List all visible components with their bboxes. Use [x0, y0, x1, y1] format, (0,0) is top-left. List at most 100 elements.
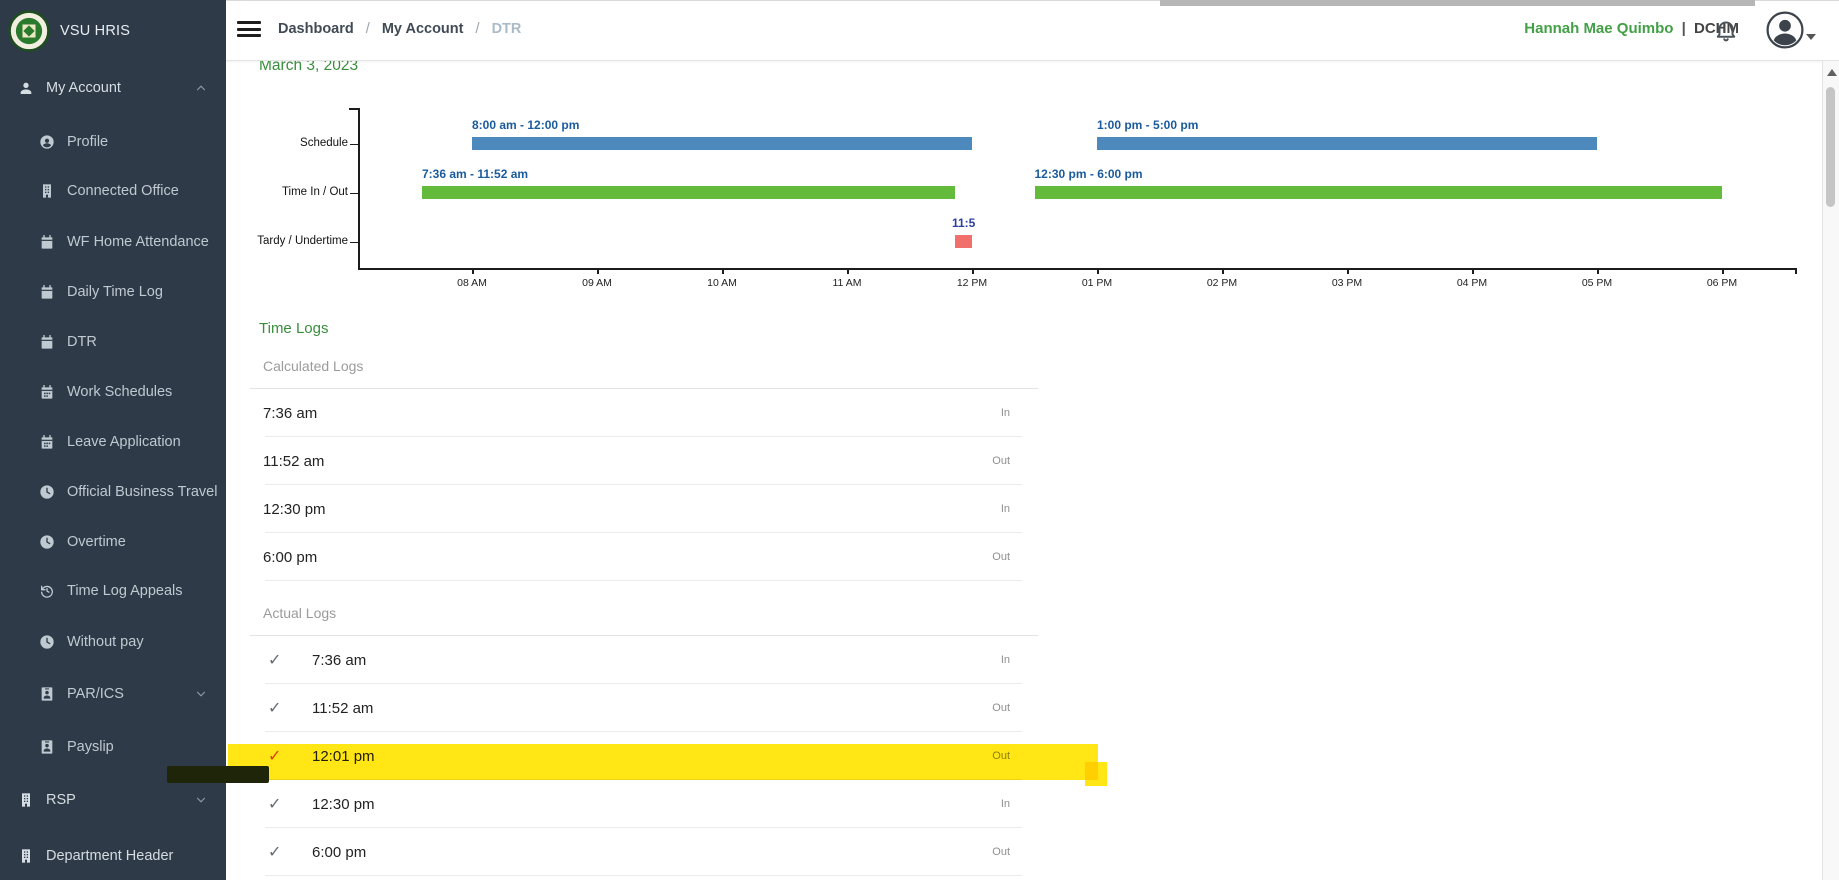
x-axis-tick — [1097, 268, 1099, 274]
clock-icon — [39, 634, 55, 650]
clock-icon — [39, 534, 55, 550]
user-separator: | — [1681, 20, 1686, 37]
vertical-scrollbar[interactable] — [1822, 61, 1839, 880]
x-axis-tick-label: 09 AM — [582, 277, 612, 289]
calculated-logs-header: Calculated Logs — [250, 350, 1038, 389]
x-axis-tick-label: 05 PM — [1581, 277, 1613, 289]
sidebar-item-leave-application[interactable]: Leave Application — [0, 422, 226, 462]
sidebar-item-profile[interactable]: Profile — [0, 122, 226, 162]
calendar-icon — [39, 334, 55, 350]
x-axis-tick — [1347, 268, 1349, 274]
hamburger-menu-icon[interactable] — [237, 21, 261, 39]
history-icon — [39, 583, 55, 599]
chart-bar — [1034, 186, 1722, 199]
x-axis-tick-label: 06 PM — [1706, 277, 1738, 289]
sidebar-item-my-account[interactable]: My Account — [0, 68, 226, 108]
sidebar-item-wf-home-attendance[interactable]: WF Home Attendance — [0, 222, 226, 262]
sidebar-item-without-pay[interactable]: Without pay — [0, 622, 226, 662]
breadcrumb-my-account[interactable]: My Account — [381, 21, 464, 37]
user-name: Hannah Mae Quimbo — [1524, 20, 1674, 37]
x-axis-tick-label: 11 AM — [832, 277, 862, 289]
sidebar-item-dtr[interactable]: DTR — [0, 322, 226, 362]
breadcrumb-separator: / — [475, 21, 480, 37]
date-title: March 3, 2023 — [259, 57, 359, 74]
x-axis-tick-label: 04 PM — [1456, 277, 1488, 289]
sidebar-item-department-header[interactable]: Department Header — [0, 836, 226, 876]
sidebar-item-time-log-appeals[interactable]: Time Log Appeals — [0, 571, 226, 611]
window-edge-artifact — [1160, 0, 1755, 6]
x-axis-end-tick — [1795, 268, 1797, 274]
sidebar-item-daily-time-log[interactable]: Daily Time Log — [0, 272, 226, 312]
x-axis-tick — [472, 268, 474, 274]
time-logs-title: Time Logs — [259, 320, 329, 337]
chart-bar-label: 7:36 am - 11:52 am — [422, 167, 529, 181]
vsu-logo-icon — [8, 10, 50, 52]
chart-bar-label: 11:5 — [951, 216, 976, 230]
actual-logs-list: Actual Logs ✓ 7:36 am In ✓ 11:52 am Out … — [250, 597, 1038, 876]
scroll-up-arrow-icon[interactable] — [1826, 69, 1837, 76]
x-axis-tick — [1472, 268, 1474, 274]
log-row: ✓ 11:52 am Out — [250, 684, 1038, 732]
person-circle-icon — [39, 134, 55, 150]
chevron-up-icon — [194, 81, 208, 95]
chart-bar — [472, 137, 972, 150]
id-badge-icon — [39, 739, 55, 755]
check-icon: ✓ — [268, 700, 282, 717]
chart-bar-label: 8:00 am - 12:00 pm — [472, 118, 580, 132]
sidebar-item-official-business-travel[interactable]: Official Business Travel — [0, 472, 226, 512]
x-axis-tick-label: 12 PM — [956, 277, 988, 289]
calendar-icon — [39, 284, 55, 300]
log-row: 11:52 am Out — [250, 437, 1038, 485]
user-info[interactable]: Hannah Mae Quimbo | DCHM — [1524, 20, 1739, 37]
log-row: 7:36 am In — [250, 389, 1038, 437]
avatar-dropdown-caret-icon[interactable] — [1806, 34, 1816, 40]
breadcrumb: Dashboard / My Account / DTR — [278, 21, 521, 37]
x-axis-tick — [847, 268, 849, 274]
log-row: 12:30 pm In — [250, 485, 1038, 533]
x-axis-tick — [597, 268, 599, 274]
y-axis-tick — [350, 241, 358, 243]
sidebar-item-payslip[interactable]: Payslip — [0, 727, 226, 767]
x-axis-tick-label: 10 AM — [707, 277, 737, 289]
y-axis-line — [358, 108, 360, 268]
x-axis-tick — [972, 268, 974, 274]
sidebar-item-overtime[interactable]: Overtime — [0, 522, 226, 562]
notifications-bell-icon[interactable] — [1713, 17, 1739, 43]
person-icon — [18, 80, 34, 96]
breadcrumb-separator: / — [365, 21, 370, 37]
x-axis-tick-label: 01 PM — [1081, 277, 1113, 289]
breadcrumb-dashboard[interactable]: Dashboard — [278, 21, 354, 37]
sidebar-item-par-ics[interactable]: PAR/ICS — [0, 674, 226, 714]
calendar-alt-icon — [39, 384, 55, 400]
calendar-icon — [39, 234, 55, 250]
chevron-down-icon — [194, 793, 208, 807]
log-row: ✓ 12:30 pm In — [250, 780, 1038, 828]
chevron-down-icon — [194, 687, 208, 701]
actual-logs-header: Actual Logs — [250, 597, 1038, 636]
x-axis-tick-label: 08 AM — [457, 277, 487, 289]
top-bar — [226, 0, 1839, 61]
id-badge-icon — [39, 686, 55, 702]
check-icon: ✓ — [268, 652, 282, 669]
log-row: ✓ 7:36 am In — [250, 636, 1038, 684]
log-row: 6:00 pm Out — [250, 533, 1038, 581]
check-icon: ✓ — [268, 796, 282, 813]
y-axis-tick — [350, 143, 358, 145]
sidebar-item-rsp[interactable]: RSP — [0, 780, 226, 820]
sidebar-item-connected-office[interactable]: Connected Office — [0, 171, 226, 211]
sidebar-item-work-schedules[interactable]: Work Schedules — [0, 372, 226, 412]
x-axis-tick — [722, 268, 724, 274]
user-unit: DCHM — [1694, 20, 1739, 37]
y-axis-tick — [350, 192, 358, 194]
calendar-alt-icon — [39, 434, 55, 450]
x-axis-tick — [1597, 268, 1599, 274]
dark-marker-annotation — [167, 766, 269, 783]
yellow-highlighter-annotation — [228, 744, 1098, 780]
building-icon — [39, 183, 55, 199]
y-axis-top-tick — [349, 108, 358, 110]
x-axis-tick-label: 02 PM — [1206, 277, 1238, 289]
scrollbar-thumb[interactable] — [1826, 87, 1835, 207]
yellow-highlighter-annotation-tab — [1085, 762, 1107, 786]
avatar[interactable] — [1766, 11, 1804, 49]
